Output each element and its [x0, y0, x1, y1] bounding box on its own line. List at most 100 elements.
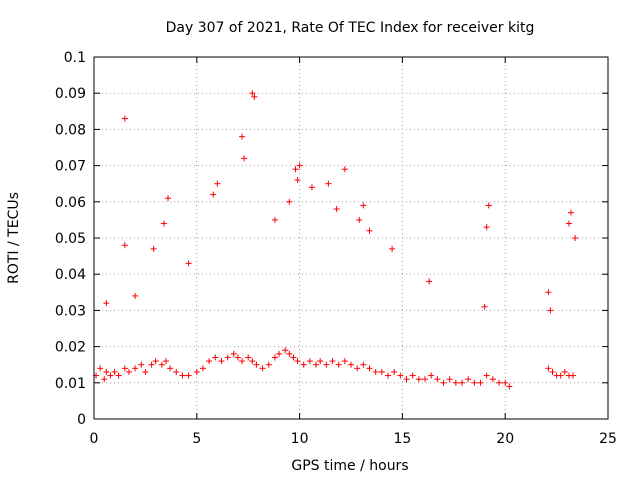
data-point [294, 358, 301, 365]
data-point [241, 155, 248, 162]
data-point [286, 350, 293, 357]
data-point [570, 372, 577, 379]
data-point [366, 365, 373, 372]
data-point [286, 198, 293, 205]
data-point [107, 372, 114, 379]
chart-title: Day 307 of 2021, Rate Of TEC Index for r… [166, 20, 535, 36]
data-point [290, 354, 297, 361]
data-point [428, 372, 435, 379]
data-point [249, 90, 256, 97]
data-point [341, 166, 348, 173]
data-point [148, 361, 155, 368]
data-point [325, 180, 332, 187]
data-point [142, 368, 149, 375]
data-point [306, 358, 313, 365]
data-point [259, 365, 266, 372]
data-point [313, 361, 320, 368]
data-point [360, 361, 367, 368]
data-point [185, 260, 192, 267]
data-point [97, 365, 104, 372]
data-point [210, 191, 217, 198]
data-point [160, 220, 167, 227]
x-tick-label: 15 [393, 431, 411, 447]
y-tick-label: 0.01 [55, 376, 86, 392]
y-axis-label: ROTI / TECUs [6, 192, 22, 284]
data-point [101, 376, 108, 383]
data-point [152, 358, 159, 365]
data-point [165, 195, 172, 202]
data-point [245, 354, 252, 361]
y-tick-label: 0.05 [55, 231, 86, 247]
data-point [356, 216, 363, 223]
data-point [459, 379, 466, 386]
data-point [477, 379, 484, 386]
y-tick-label: 0.04 [55, 267, 86, 283]
data-point [234, 354, 241, 361]
y-tick-label: 0 [77, 412, 86, 428]
axis-ticks: 0 5 10 15 20 25 0 0.01 0.02 0.03 0.04 0.05 0.06 0.07 0… [55, 50, 617, 447]
data-point [572, 235, 579, 241]
data-point [446, 376, 453, 383]
data-point [422, 376, 429, 383]
data-point [481, 303, 488, 310]
data-point [409, 372, 416, 379]
data-point [567, 209, 574, 216]
data-point [561, 368, 568, 375]
data-point [132, 292, 139, 299]
data-points [93, 90, 579, 390]
data-point [391, 368, 398, 375]
data-point [115, 372, 122, 379]
data-point [557, 372, 564, 379]
data-point [282, 347, 289, 354]
data-point [121, 115, 128, 122]
data-point [199, 365, 206, 372]
data-point [485, 202, 492, 209]
x-tick-label: 5 [192, 431, 201, 447]
data-point [206, 358, 213, 365]
data-point [403, 376, 410, 383]
x-axis-label: GPS time / hours [291, 458, 408, 474]
data-point [292, 166, 299, 173]
data-point [249, 358, 256, 365]
y-tick-label: 0.07 [55, 159, 86, 175]
x-tick-label: 25 [599, 431, 617, 447]
data-point [397, 372, 404, 379]
data-point [271, 216, 278, 223]
y-tick-label: 0.09 [55, 86, 86, 102]
data-point [348, 361, 354, 368]
data-point [125, 368, 132, 375]
x-tick-label: 0 [90, 431, 99, 447]
data-point [239, 358, 246, 365]
data-point [547, 307, 554, 314]
data-point [179, 372, 186, 379]
data-point [415, 376, 422, 383]
data-point [121, 365, 128, 372]
data-point [218, 358, 225, 365]
data-point [483, 372, 490, 379]
data-point [465, 376, 472, 383]
data-point [138, 361, 145, 368]
data-point [489, 376, 496, 383]
data-point [372, 368, 379, 375]
data-point [440, 379, 447, 386]
data-point [193, 368, 200, 375]
data-point [265, 361, 272, 368]
data-point [452, 379, 459, 386]
data-point [426, 278, 433, 285]
y-tick-label: 0.08 [55, 122, 86, 138]
data-point [167, 365, 174, 372]
data-point [335, 361, 342, 368]
data-point [230, 350, 237, 357]
data-point [294, 177, 301, 184]
data-point [549, 368, 556, 375]
data-point [389, 245, 396, 252]
data-point [103, 368, 110, 375]
y-tick-label: 0.03 [55, 303, 86, 319]
data-point [506, 383, 513, 390]
data-point [496, 379, 503, 386]
data-point [317, 358, 324, 365]
data-point [434, 376, 441, 383]
data-point [333, 206, 340, 213]
data-point [385, 372, 392, 379]
